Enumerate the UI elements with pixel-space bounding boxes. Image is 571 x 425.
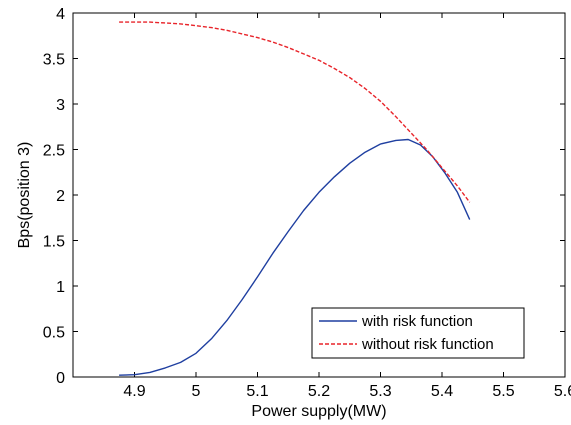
y-axis-title: Bps(position 3) <box>16 142 33 249</box>
y-tick-label: 1.5 <box>43 234 65 251</box>
legend: with risk function without risk function <box>311 307 525 359</box>
y-tick-label: 4 <box>56 6 65 23</box>
x-tick-label: 5.5 <box>492 383 514 400</box>
x-axis-title: Power supply(MW) <box>251 403 386 420</box>
x-tick-label: 5.2 <box>308 383 330 400</box>
legend-label-with-risk: with risk function <box>361 313 473 330</box>
y-axis: 0 0.5 1 1.5 2 2.5 3 3.5 4 <box>43 6 565 387</box>
y-tick-label: 0.5 <box>43 325 65 342</box>
series-line-with-risk <box>119 138 471 376</box>
y-tick-label: 2.5 <box>43 143 65 160</box>
y-tick-label: 0 <box>56 370 65 387</box>
y-tick-label: 3.5 <box>43 52 65 69</box>
x-tick-label: 5.1 <box>246 383 268 400</box>
legend-box <box>311 307 525 359</box>
x-axis: 4.9 5 5.1 5.2 5.3 5.4 5.5 5.6 <box>123 13 571 400</box>
x-tick-label: 5.4 <box>431 383 453 400</box>
y-tick-label: 3 <box>56 97 65 114</box>
y-tick-label: 2 <box>56 188 65 205</box>
y-tick-label: 1 <box>56 279 65 296</box>
x-tick-label: 4.9 <box>123 383 145 400</box>
legend-label-without-risk: without risk function <box>361 336 494 353</box>
x-tick-label: 5.6 <box>554 383 571 400</box>
x-tick-label: 5.3 <box>369 383 391 400</box>
x-tick-label: 5 <box>192 383 201 400</box>
series-layer <box>119 21 471 376</box>
series-line-without-risk <box>119 21 471 203</box>
